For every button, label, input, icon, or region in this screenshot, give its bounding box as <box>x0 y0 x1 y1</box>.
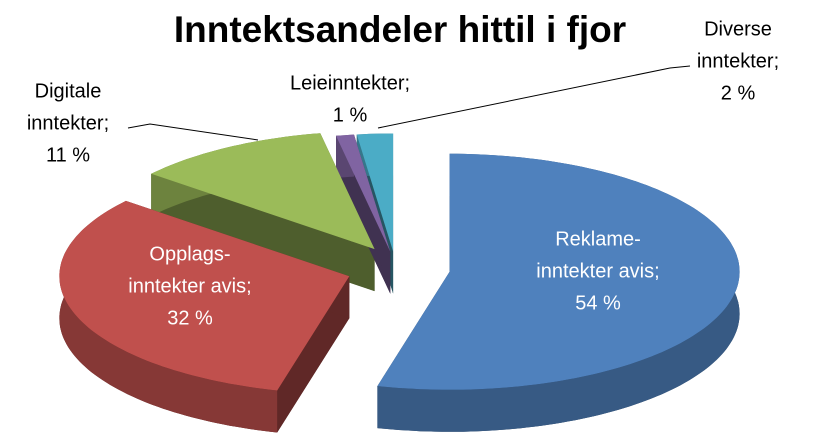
chart-title: Inntektsandeler hittil i fjor <box>174 9 626 50</box>
data-label: 54 % <box>575 292 621 314</box>
data-label: inntekter; <box>697 50 779 72</box>
pie-slice <box>151 133 375 250</box>
slice-side <box>277 276 350 433</box>
pie-slice <box>59 200 350 391</box>
pie-slice <box>356 133 394 252</box>
data-label: inntekter avis; <box>536 260 659 282</box>
leader-line <box>127 123 259 141</box>
data-label: Digitale <box>35 80 102 102</box>
data-label: Diverse <box>704 18 772 40</box>
leader-line <box>377 65 691 129</box>
data-label: 32 % <box>167 307 213 329</box>
slice-side <box>59 200 278 433</box>
data-label: 11 % <box>46 144 90 166</box>
data-label: 2 % <box>721 82 756 104</box>
data-label: inntekter; <box>27 112 109 134</box>
pie-slice <box>377 153 740 390</box>
data-label: Opplags- <box>149 243 230 265</box>
data-label: Leieinntekter; <box>290 72 410 94</box>
data-label: inntekter avis; <box>128 275 251 297</box>
pie-slice <box>336 134 391 252</box>
slice-side <box>151 173 375 292</box>
data-label: Reklame- <box>555 228 641 250</box>
data-label: 1 % <box>333 104 368 126</box>
